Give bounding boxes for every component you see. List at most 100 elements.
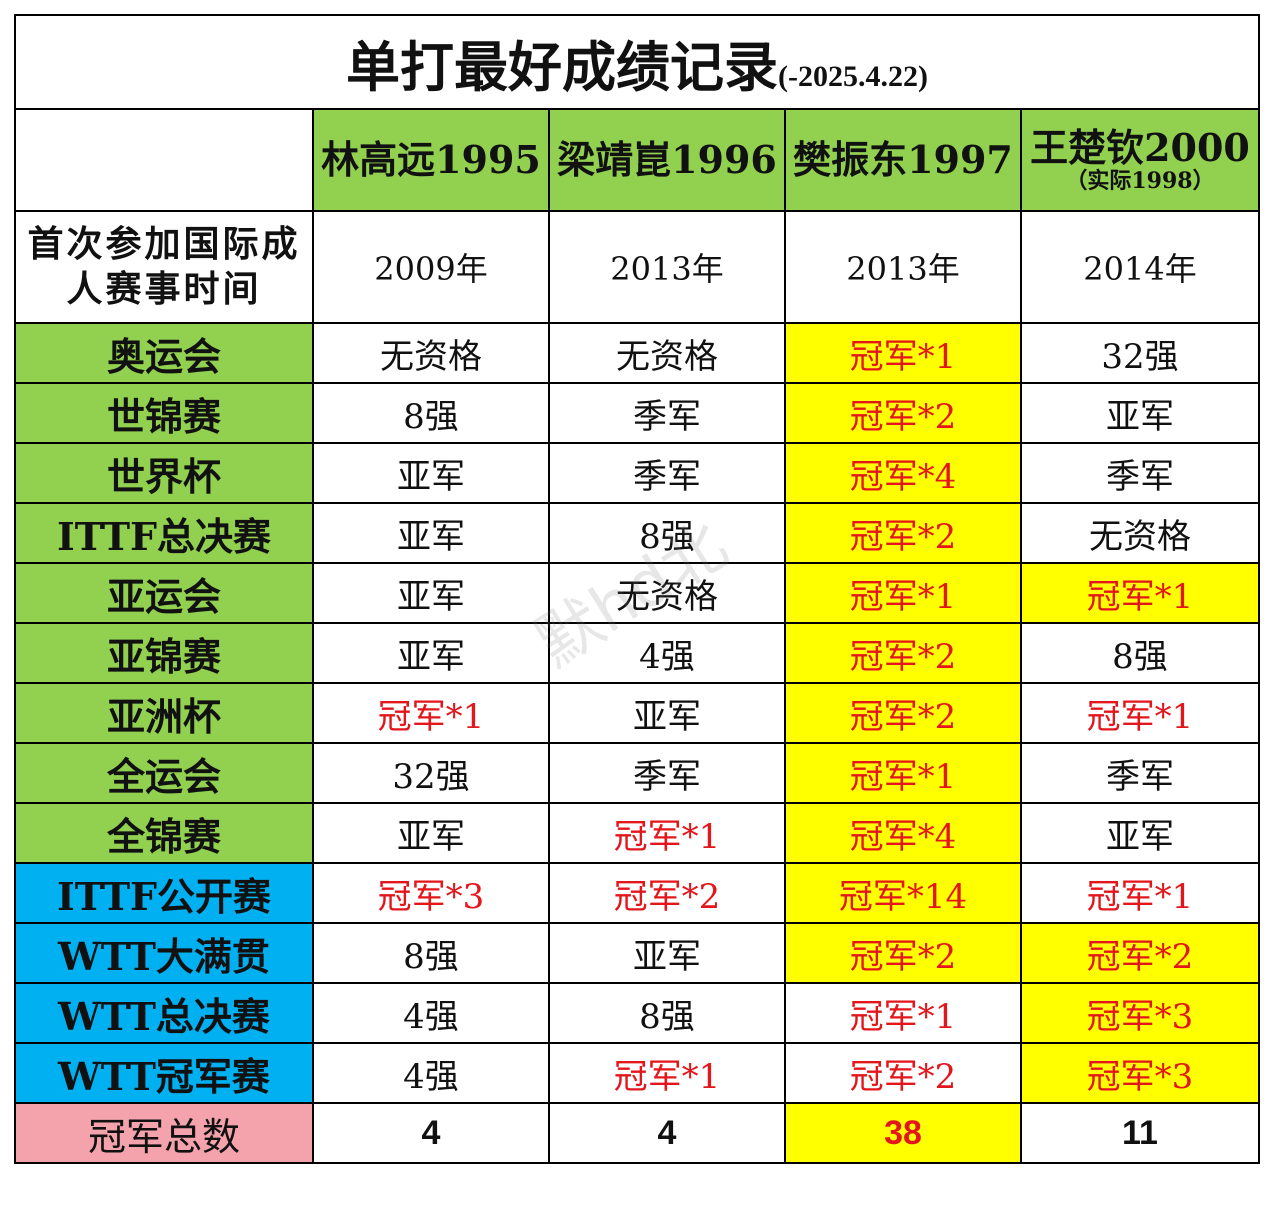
result-cell: 冠军*1 <box>784 322 1022 384</box>
result-cell: 冠军*1 <box>1020 862 1260 924</box>
total-value: 4 <box>312 1102 550 1164</box>
player-header-liang: 梁靖崑1996 <box>548 108 786 212</box>
result-cell: 亚军 <box>312 802 550 864</box>
total-value: 4 <box>548 1102 786 1164</box>
result-cell: 冠军*2 <box>784 382 1022 444</box>
result-cell: 季军 <box>548 442 786 504</box>
event-label: 奥运会 <box>14 322 314 384</box>
first-event-row: 首次参加国际成人赛事时间 2009年 2013年 2013年 2014年 <box>14 210 1260 324</box>
result-cell: 冠军*2 <box>784 1042 1022 1104</box>
result-cell: 冠军*3 <box>1020 982 1260 1044</box>
player-name: 林高远1995 <box>321 137 541 183</box>
result-cell: 冠军*1 <box>784 742 1022 804</box>
result-cell: 季军 <box>1020 742 1260 804</box>
event-label: WTT大满贯 <box>14 922 314 984</box>
first-event-year: 2013年 <box>548 210 786 324</box>
header-empty-cell <box>14 108 314 212</box>
result-cell: 冠军*2 <box>1020 922 1260 984</box>
result-cell: 冠军*1 <box>548 802 786 864</box>
result-cell: 4强 <box>312 982 550 1044</box>
event-label: 亚运会 <box>14 562 314 624</box>
result-cell: 冠军*2 <box>784 922 1022 984</box>
total-row: 冠军总数 4 4 38 11 <box>14 1102 1260 1164</box>
table-row: ITTF总决赛 亚军 8强 冠军*2 无资格 <box>14 502 1260 564</box>
table-row: 全运会 32强 季军 冠军*1 季军 <box>14 742 1260 804</box>
table-row: 世界杯 亚军 季军 冠军*4 季军 <box>14 442 1260 504</box>
player-note: （实际1998） <box>1065 167 1215 194</box>
result-cell: 季军 <box>548 742 786 804</box>
player-header-lin: 林高远1995 <box>312 108 550 212</box>
result-cell: 无资格 <box>312 322 550 384</box>
player-name: 王楚钦2000 <box>1030 125 1250 170</box>
result-cell: 8强 <box>548 502 786 564</box>
event-label: 世锦赛 <box>14 382 314 444</box>
first-event-label: 首次参加国际成人赛事时间 <box>14 210 314 324</box>
event-label: 全锦赛 <box>14 802 314 864</box>
table-row: 亚锦赛 亚军 4强 冠军*2 8强 <box>14 622 1260 684</box>
table-row: 亚运会 亚军 无资格 冠军*1 冠军*1 <box>14 562 1260 624</box>
result-cell: 冠军*2 <box>548 862 786 924</box>
table-title: 单打最好成绩记录(-2025.4.22) <box>14 14 1260 110</box>
title-date: (-2025.4.22) <box>778 59 928 93</box>
result-cell: 亚军 <box>548 922 786 984</box>
result-cell: 8强 <box>548 982 786 1044</box>
result-cell: 8强 <box>312 382 550 444</box>
result-cell: 8强 <box>1020 622 1260 684</box>
result-cell: 冠军*14 <box>784 862 1022 924</box>
result-cell: 冠军*1 <box>1020 562 1260 624</box>
result-cell: 冠军*1 <box>312 682 550 744</box>
result-cell: 季军 <box>548 382 786 444</box>
event-label: 亚锦赛 <box>14 622 314 684</box>
table-row: 奥运会 无资格 无资格 冠军*1 32强 <box>14 322 1260 384</box>
total-label: 冠军总数 <box>14 1102 314 1164</box>
result-cell: 无资格 <box>548 562 786 624</box>
result-cell: 4强 <box>312 1042 550 1104</box>
table-row: 全锦赛 亚军 冠军*1 冠军*4 亚军 <box>14 802 1260 864</box>
result-cell: 冠军*1 <box>784 562 1022 624</box>
table-row: 世锦赛 8强 季军 冠军*2 亚军 <box>14 382 1260 444</box>
result-cell: 冠军*1 <box>784 982 1022 1044</box>
event-label: WTT总决赛 <box>14 982 314 1044</box>
records-table: 单打最好成绩记录(-2025.4.22) 林高远1995 梁靖崑1996 樊振东… <box>14 14 1260 1164</box>
table-row: WTT大满贯 8强 亚军 冠军*2 冠军*2 <box>14 922 1260 984</box>
result-cell: 冠军*2 <box>784 502 1022 564</box>
result-cell: 亚军 <box>548 682 786 744</box>
player-name: 樊振东1997 <box>793 137 1013 183</box>
result-cell: 冠军*2 <box>784 622 1022 684</box>
first-event-year: 2013年 <box>784 210 1022 324</box>
result-cell: 无资格 <box>1020 502 1260 564</box>
result-cell: 冠军*1 <box>1020 682 1260 744</box>
result-cell: 8强 <box>312 922 550 984</box>
table-row: WTT总决赛 4强 8强 冠军*1 冠军*3 <box>14 982 1260 1044</box>
total-value: 11 <box>1020 1102 1260 1164</box>
result-cell: 季军 <box>1020 442 1260 504</box>
result-cell: 冠军*2 <box>784 682 1022 744</box>
event-label: WTT冠军赛 <box>14 1042 314 1104</box>
table-row: 亚洲杯 冠军*1 亚军 冠军*2 冠军*1 <box>14 682 1260 744</box>
records-table-container: 单打最好成绩记录(-2025.4.22) 林高远1995 梁靖崑1996 樊振东… <box>14 14 1260 1202</box>
result-cell: 冠军*3 <box>1020 1042 1260 1104</box>
result-cell: 亚军 <box>312 442 550 504</box>
result-cell: 冠军*3 <box>312 862 550 924</box>
result-cell: 32强 <box>1020 322 1260 384</box>
result-cell: 冠军*4 <box>784 442 1022 504</box>
first-event-year: 2009年 <box>312 210 550 324</box>
event-label: ITTF总决赛 <box>14 502 314 564</box>
player-header-fan: 樊振东1997 <box>784 108 1022 212</box>
result-cell: 冠军*4 <box>784 802 1022 864</box>
result-cell: 冠军*1 <box>548 1042 786 1104</box>
first-event-year: 2014年 <box>1020 210 1260 324</box>
total-value: 38 <box>784 1102 1022 1164</box>
event-label: 亚洲杯 <box>14 682 314 744</box>
result-cell: 亚军 <box>312 562 550 624</box>
event-label: ITTF公开赛 <box>14 862 314 924</box>
result-cell: 亚军 <box>312 622 550 684</box>
header-row: 林高远1995 梁靖崑1996 樊振东1997 王楚钦2000 （实际1998） <box>14 108 1260 212</box>
result-cell: 4强 <box>548 622 786 684</box>
player-name: 梁靖崑1996 <box>557 137 777 183</box>
result-cell: 亚军 <box>1020 382 1260 444</box>
table-row: WTT冠军赛 4强 冠军*1 冠军*2 冠军*3 <box>14 1042 1260 1104</box>
table-row: ITTF公开赛 冠军*3 冠军*2 冠军*14 冠军*1 <box>14 862 1260 924</box>
result-cell: 亚军 <box>312 502 550 564</box>
result-cell: 无资格 <box>548 322 786 384</box>
